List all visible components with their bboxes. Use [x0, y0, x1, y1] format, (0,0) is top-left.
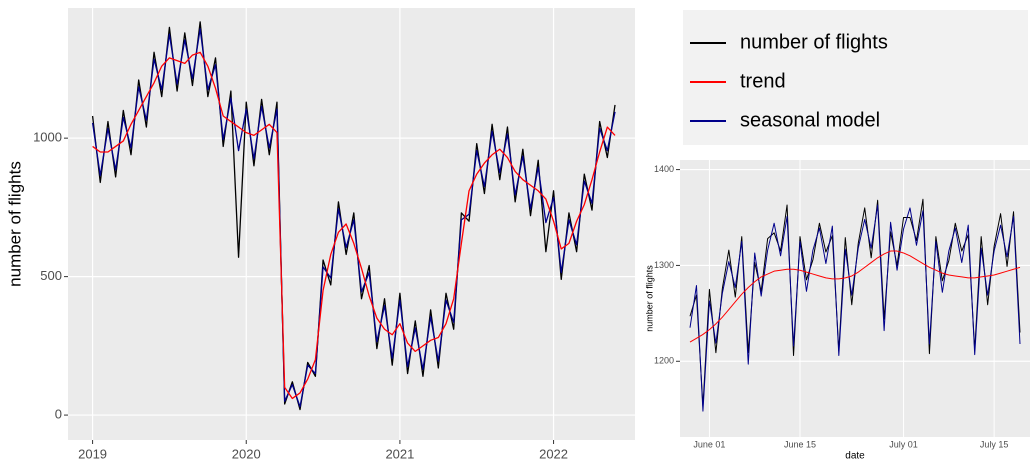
y-tick-label: 1000	[33, 130, 62, 145]
y-tick-label: 0	[55, 407, 62, 422]
x-tick-label: 2019	[78, 446, 107, 461]
y-tick-label: 1200	[654, 356, 674, 366]
x-tick-label: 2022	[539, 446, 568, 461]
x-tick-label: 2021	[385, 446, 414, 461]
x-tick-label: July 01	[889, 439, 918, 449]
y-tick-label: 1400	[654, 164, 674, 174]
series-line	[91, 28, 616, 408]
y-tick-label: 1300	[654, 260, 674, 270]
x-tick-label: June 01	[693, 439, 725, 449]
legend: number of flights trend seasonal model	[683, 10, 1028, 145]
y-axis-label: number of flights	[644, 265, 654, 332]
x-tick-label: June 15	[784, 439, 816, 449]
x-tick-label: July 15	[980, 439, 1009, 449]
legend-label: seasonal model	[740, 109, 880, 131]
legend-label: trend	[740, 70, 786, 92]
x-tick-label: 2020	[232, 446, 261, 461]
y-axis-label: number of flights	[5, 161, 24, 287]
x-axis-label: date	[845, 451, 865, 462]
y-tick-label: 500	[40, 268, 62, 283]
series-line	[92, 51, 616, 400]
series-line	[689, 250, 1021, 343]
legend-box	[683, 10, 1028, 145]
series-line	[689, 204, 1021, 412]
legend-label: number of flights	[740, 31, 888, 53]
